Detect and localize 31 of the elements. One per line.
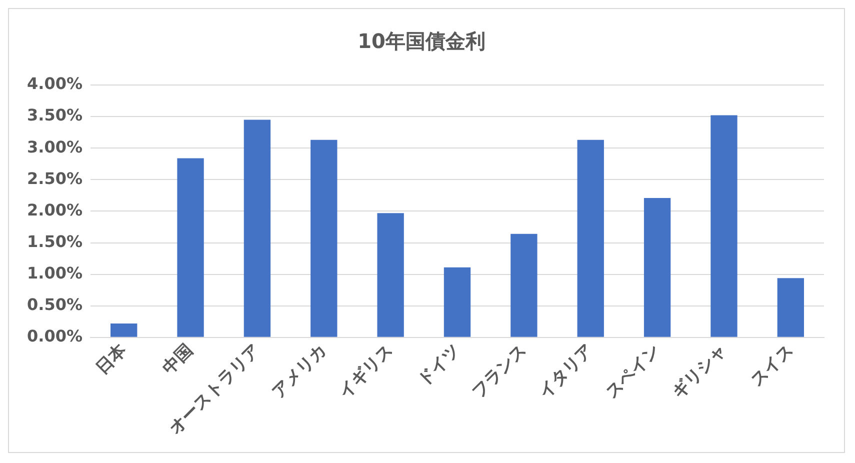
bar	[644, 198, 671, 337]
bar	[444, 267, 471, 337]
bar	[310, 140, 338, 337]
y-tick-label: 1.00%	[26, 263, 83, 282]
x-tick-label: ドイツ	[414, 340, 464, 390]
bar	[377, 213, 404, 337]
bar	[777, 278, 804, 337]
y-tick-label: 0.00%	[26, 326, 83, 346]
x-tick-label: スペイン	[602, 340, 664, 402]
x-tick-label: フランス	[468, 340, 531, 402]
chart-title: 10年国債金利	[358, 29, 486, 54]
bar	[110, 324, 138, 337]
y-tick-label: 3.00%	[26, 137, 83, 156]
bar	[577, 140, 604, 337]
x-tick-label: イギリス	[335, 340, 398, 402]
y-tick-label: 3.50%	[26, 106, 83, 125]
bar	[710, 115, 738, 337]
bar	[510, 234, 538, 337]
y-tick-label: 2.50%	[26, 168, 83, 188]
y-tick-label: 4.00%	[26, 74, 83, 94]
bar	[244, 120, 271, 337]
y-tick-label: 0.50%	[26, 295, 83, 314]
x-tick-label: スイス	[747, 340, 798, 390]
y-tick-label: 1.50%	[26, 232, 83, 251]
x-tick-label: イタリア	[535, 340, 598, 402]
x-tick-label: アメリカ	[268, 340, 331, 402]
x-tick-label: 日本	[92, 339, 132, 378]
x-tick-label: 中国	[159, 340, 198, 378]
x-tick-label: ギリシャ	[668, 340, 731, 402]
y-tick-label: 2.00%	[26, 200, 83, 220]
bar	[177, 158, 204, 337]
